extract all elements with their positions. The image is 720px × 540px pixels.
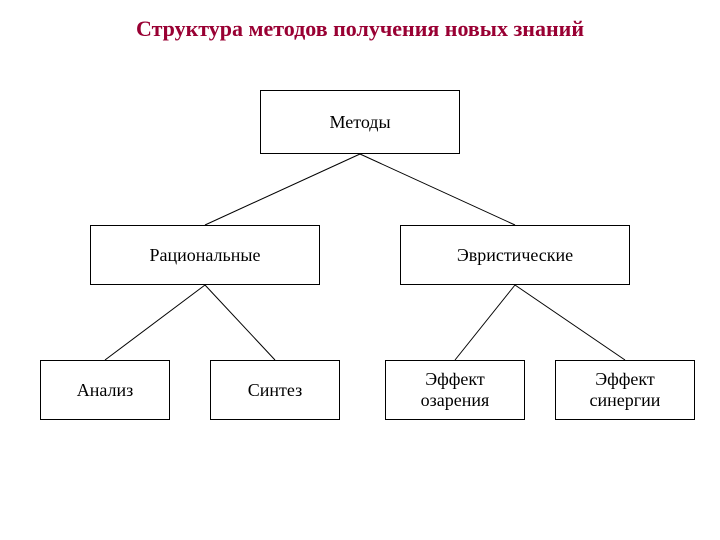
edge-heur-insight — [455, 285, 515, 360]
node-insight: Эффектозарения — [385, 360, 525, 420]
node-analys: Анализ — [40, 360, 170, 420]
node-rat: Рациональные — [90, 225, 320, 285]
node-synth: Синтез — [210, 360, 340, 420]
node-label: Рациональные — [150, 245, 261, 266]
node-label: Эффектозарения — [421, 369, 490, 410]
edge-root-heur — [360, 154, 515, 225]
edge-rat-synth — [205, 285, 275, 360]
node-root: Методы — [260, 90, 460, 154]
node-synergy: Эффектсинергии — [555, 360, 695, 420]
node-heur: Эвристические — [400, 225, 630, 285]
node-label: Анализ — [77, 380, 134, 401]
diagram-title: Структура методов получения новых знаний — [0, 16, 720, 42]
node-label: Эвристические — [457, 245, 573, 266]
edge-root-rat — [205, 154, 360, 225]
node-label: Методы — [329, 112, 390, 133]
edge-heur-synergy — [515, 285, 625, 360]
node-label: Синтез — [248, 380, 302, 401]
node-label: Эффектсинергии — [590, 369, 661, 410]
edge-rat-analys — [105, 285, 205, 360]
